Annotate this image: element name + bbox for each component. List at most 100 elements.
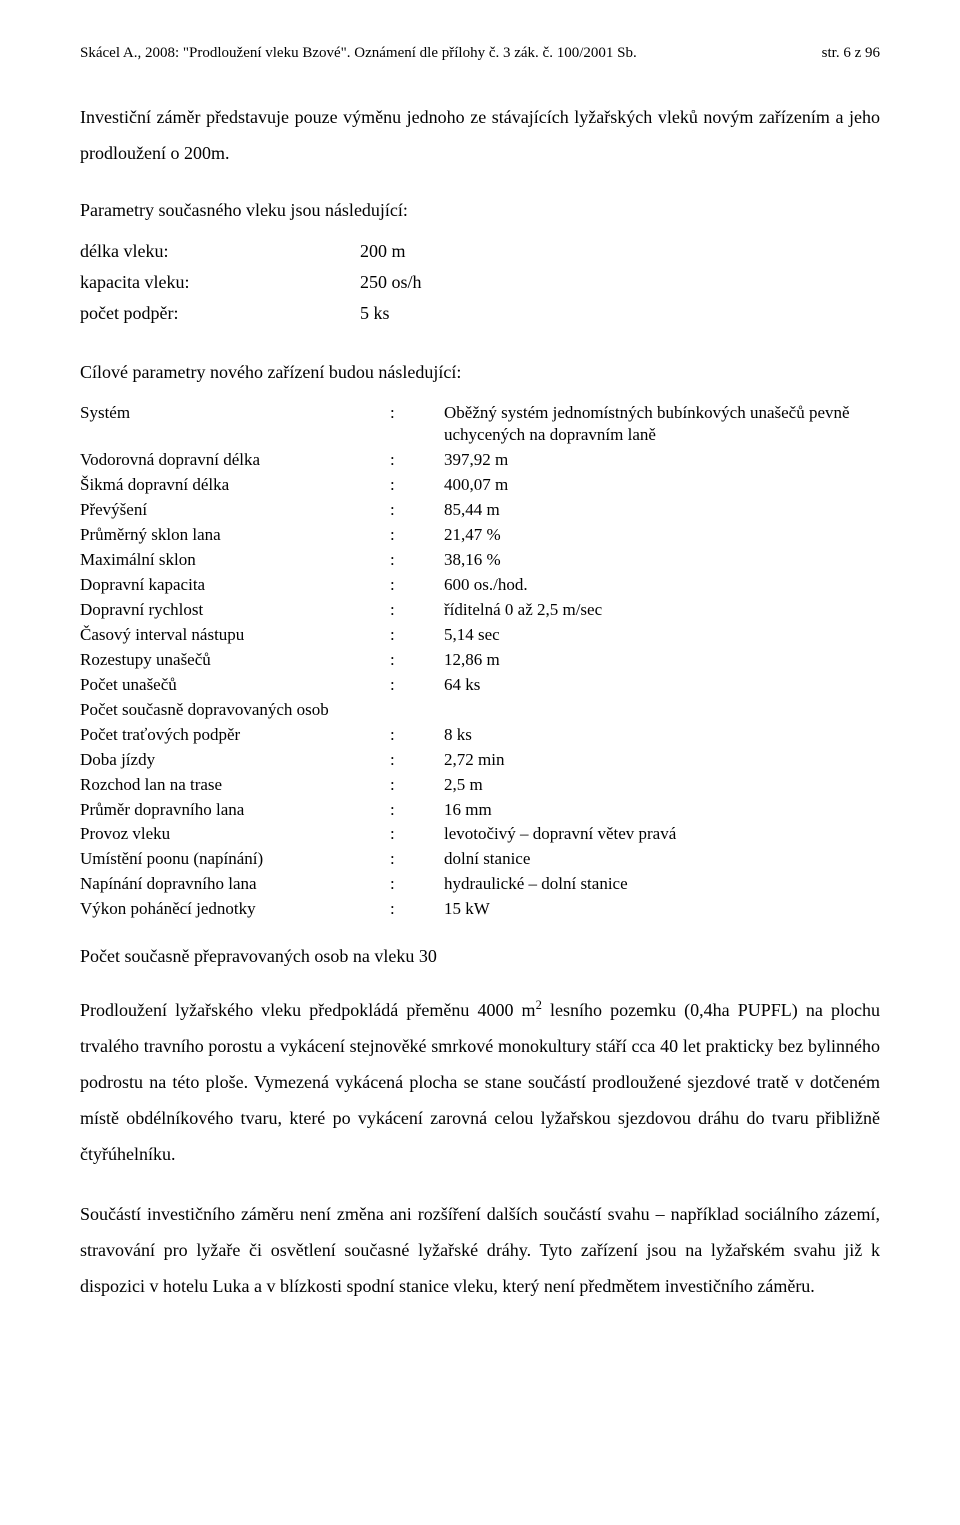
param-value: dolní stanice (444, 848, 880, 873)
param-label: Převýšení (80, 499, 390, 524)
table-row: kapacita vleku: 250 os/h (80, 269, 422, 300)
table-row: Časový interval nástupu:5,14 sec (80, 624, 880, 649)
param-colon: : (390, 524, 444, 549)
header-left: Skácel A., 2008: "Prodloužení vleku Bzov… (80, 42, 637, 65)
param-key: délka vleku: (80, 238, 290, 269)
param-colon: : (390, 724, 444, 749)
param-value: 5,14 sec (444, 624, 880, 649)
param-value (444, 699, 880, 724)
param-value: Oběžný systém jednomístných bubínkových … (444, 402, 880, 450)
table-row: Maximální sklon:38,16 % (80, 549, 880, 574)
param-value: 2,72 min (444, 749, 880, 774)
table-row: Systém:Oběžný systém jednomístných bubín… (80, 402, 880, 450)
param-value: 85,44 m (444, 499, 880, 524)
param-colon: : (390, 624, 444, 649)
table-row: Napínání dopravního lana:hydraulické – d… (80, 873, 880, 898)
param-label: Výkon poháněcí jednotky (80, 898, 390, 923)
para1-pre: Prodloužení lyžařského vleku předpokládá… (80, 1000, 536, 1020)
param-label: Systém (80, 402, 390, 450)
table-row: Počet současně dopravovaných osob (80, 699, 880, 724)
table-row: Dopravní rychlost:říditelná 0 až 2,5 m/s… (80, 599, 880, 624)
param-colon: : (390, 649, 444, 674)
param-value: hydraulické – dolní stanice (444, 873, 880, 898)
param-value: 200 m (290, 238, 422, 269)
body-paragraph-1: Prodloužení lyžařského vleku předpokládá… (80, 992, 880, 1172)
param-label: Časový interval nástupu (80, 624, 390, 649)
param-label: Počet traťových podpěr (80, 724, 390, 749)
target-params-title: Cílové parametry nového zařízení budou n… (80, 359, 880, 386)
param-label: Napínání dopravního lana (80, 873, 390, 898)
current-params-title: Parametry současného vleku jsou následuj… (80, 197, 880, 224)
param-label: Průměr dopravního lana (80, 799, 390, 824)
param-colon: : (390, 774, 444, 799)
param-value: říditelná 0 až 2,5 m/sec (444, 599, 880, 624)
param-key: počet podpěr: (80, 300, 290, 331)
param-colon: : (390, 599, 444, 624)
table-row: Umístění poonu (napínání):dolní stanice (80, 848, 880, 873)
param-colon: : (390, 402, 444, 450)
param-value: 250 os/h (290, 269, 422, 300)
param-value: 8 ks (444, 724, 880, 749)
param-value: 64 ks (444, 674, 880, 699)
param-colon: : (390, 674, 444, 699)
param-label: Vodorovná dopravní délka (80, 449, 390, 474)
param-colon: : (390, 898, 444, 923)
param-label: Rozchod lan na trase (80, 774, 390, 799)
table-row: Počet traťových podpěr:8 ks (80, 724, 880, 749)
param-label: Šikmá dopravní délka (80, 474, 390, 499)
page-header: Skácel A., 2008: "Prodloužení vleku Bzov… (80, 42, 880, 65)
table-row: Počet unašečů:64 ks (80, 674, 880, 699)
document-page: Skácel A., 2008: "Prodloužení vleku Bzov… (0, 0, 960, 1525)
param-colon: : (390, 873, 444, 898)
capacity-line: Počet současně přepravovaných osob na vl… (80, 943, 880, 970)
param-value: 600 os./hod. (444, 574, 880, 599)
table-row: Vodorovná dopravní délka:397,92 m (80, 449, 880, 474)
param-label: Maximální sklon (80, 549, 390, 574)
table-row: Šikmá dopravní délka:400,07 m (80, 474, 880, 499)
param-label: Dopravní rychlost (80, 599, 390, 624)
table-row: Průměr dopravního lana:16 mm (80, 799, 880, 824)
param-label: Průměrný sklon lana (80, 524, 390, 549)
param-value: 21,47 % (444, 524, 880, 549)
param-value: 2,5 m (444, 774, 880, 799)
param-value: 38,16 % (444, 549, 880, 574)
param-value: levotočivý – dopravní větev pravá (444, 823, 880, 848)
table-row: Průměrný sklon lana:21,47 % (80, 524, 880, 549)
table-row: počet podpěr: 5 ks (80, 300, 422, 331)
param-value: 5 ks (290, 300, 422, 331)
body-paragraph-2: Součástí investičního záměru není změna … (80, 1196, 880, 1304)
table-row: Provoz vleku:levotočivý – dopravní větev… (80, 823, 880, 848)
param-colon: : (390, 799, 444, 824)
param-colon (390, 699, 444, 724)
param-label: Rozestupy unašečů (80, 649, 390, 674)
param-colon: : (390, 549, 444, 574)
current-params-table: délka vleku: 200 m kapacita vleku: 250 o… (80, 238, 422, 331)
param-label: Dopravní kapacita (80, 574, 390, 599)
param-label: Počet unašečů (80, 674, 390, 699)
header-right: str. 6 z 96 (822, 42, 880, 65)
param-colon: : (390, 449, 444, 474)
para1-post: lesního pozemku (0,4ha PUPFL) na plochu … (80, 1000, 880, 1164)
param-value: 15 kW (444, 898, 880, 923)
table-row: Rozestupy unašečů:12,86 m (80, 649, 880, 674)
param-value: 16 mm (444, 799, 880, 824)
param-label: Umístění poonu (napínání) (80, 848, 390, 873)
param-colon: : (390, 574, 444, 599)
intro-paragraph: Investiční záměr představuje pouze výměn… (80, 99, 880, 171)
param-colon: : (390, 749, 444, 774)
table-row: Rozchod lan na trase:2,5 m (80, 774, 880, 799)
param-label: Doba jízdy (80, 749, 390, 774)
param-label: Provoz vleku (80, 823, 390, 848)
param-value: 397,92 m (444, 449, 880, 474)
target-params-table: Systém:Oběžný systém jednomístných bubín… (80, 402, 880, 924)
table-row: Dopravní kapacita:600 os./hod. (80, 574, 880, 599)
table-row: Doba jízdy:2,72 min (80, 749, 880, 774)
table-row: délka vleku: 200 m (80, 238, 422, 269)
param-value: 12,86 m (444, 649, 880, 674)
param-colon: : (390, 499, 444, 524)
param-colon: : (390, 848, 444, 873)
param-value: 400,07 m (444, 474, 880, 499)
param-key: kapacita vleku: (80, 269, 290, 300)
param-label: Počet současně dopravovaných osob (80, 699, 390, 724)
table-row: Převýšení:85,44 m (80, 499, 880, 524)
